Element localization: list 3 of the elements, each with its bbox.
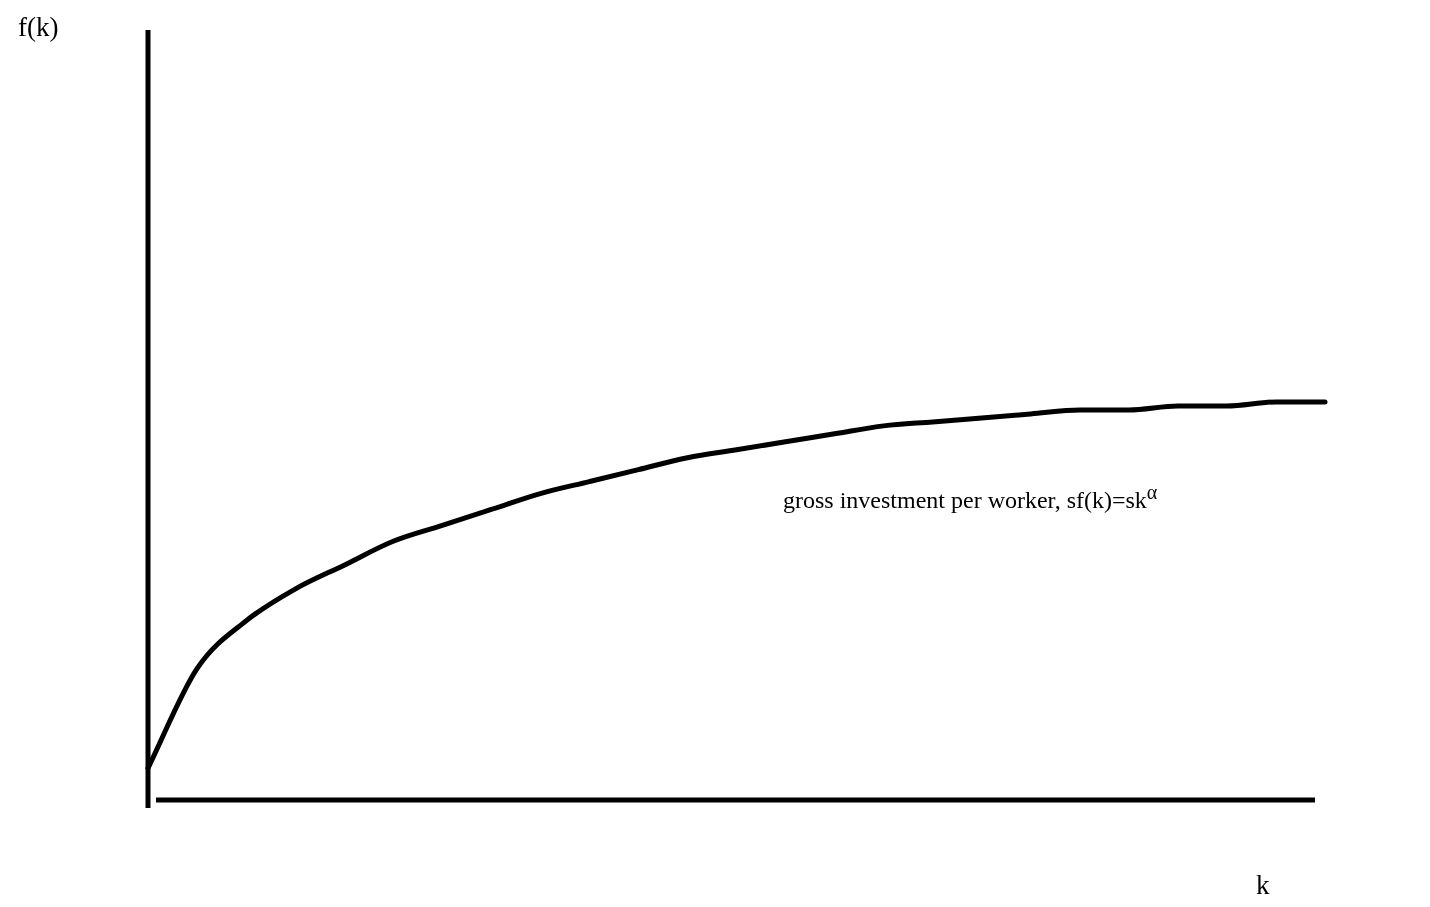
x-axis-title: k — [1256, 870, 1270, 900]
text: f(k) — [18, 12, 59, 42]
series-label: gross investment per worker, sf(k)=sk$^{α}$ — [783, 481, 1158, 513]
